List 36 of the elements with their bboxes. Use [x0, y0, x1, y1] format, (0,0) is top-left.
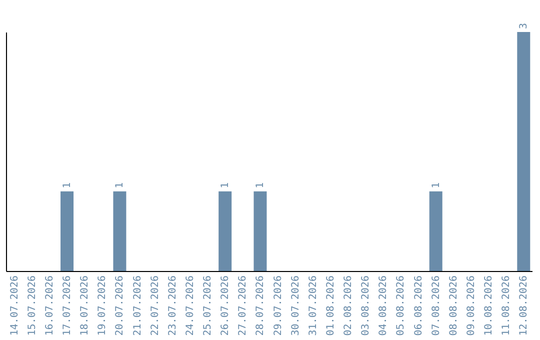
x-tick-label: 02.08.2026 — [343, 276, 354, 336]
x-tick-label: 22.07.2026 — [150, 276, 161, 336]
x-tick-label: 07.08.2026 — [430, 276, 442, 336]
data-label: 1 — [255, 182, 266, 188]
x-tick-label: 06.08.2026 — [413, 276, 424, 336]
x-tick-label: 25.07.2026 — [202, 276, 214, 336]
x-tick-label: 14.07.2026 — [9, 276, 20, 336]
x-tick-label: 31.07.2026 — [308, 276, 319, 336]
x-tick-label: 26.07.2026 — [220, 276, 232, 336]
data-label: 1 — [62, 182, 74, 188]
x-tick-label: 21.07.2026 — [132, 276, 144, 336]
x-tick-label: 27.07.2026 — [238, 276, 249, 336]
data-label: 1 — [430, 182, 442, 188]
x-tick-label: 05.08.2026 — [396, 276, 407, 336]
x-tick-label: 09.08.2026 — [466, 276, 477, 336]
x-tick-label: 08.08.2026 — [448, 276, 460, 336]
x-tick-label: 29.07.2026 — [272, 276, 284, 336]
x-tick-label: 15.07.2026 — [26, 276, 38, 336]
x-tick-label: 12.08.2026 — [518, 276, 530, 336]
x-tick-label: 03.08.2026 — [360, 276, 372, 336]
x-tick-label: 24.07.2026 — [184, 276, 196, 336]
x-tick-label: 11.08.2026 — [501, 276, 512, 336]
x-tick-label: 17.07.2026 — [62, 276, 74, 336]
x-tick-label: 23.07.2026 — [167, 276, 178, 336]
x-tick-label: 28.07.2026 — [255, 276, 266, 336]
data-label: 3 — [518, 22, 530, 29]
x-tick-label: 04.08.2026 — [378, 276, 390, 336]
data-label: 1 — [220, 182, 232, 188]
x-tick-label: 20.07.2026 — [114, 276, 126, 336]
x-tick-label: 18.07.2026 — [80, 276, 91, 336]
x-tick-label: 30.07.2026 — [290, 276, 302, 336]
x-tick-label: 10.08.2026 — [484, 276, 495, 336]
x-tick-label: 19.07.2026 — [97, 276, 108, 336]
data-label: 1 — [114, 182, 126, 188]
x-tick-label: 16.07.2026 — [44, 276, 56, 336]
x-tick-label: 01.08.2026 — [325, 276, 336, 336]
